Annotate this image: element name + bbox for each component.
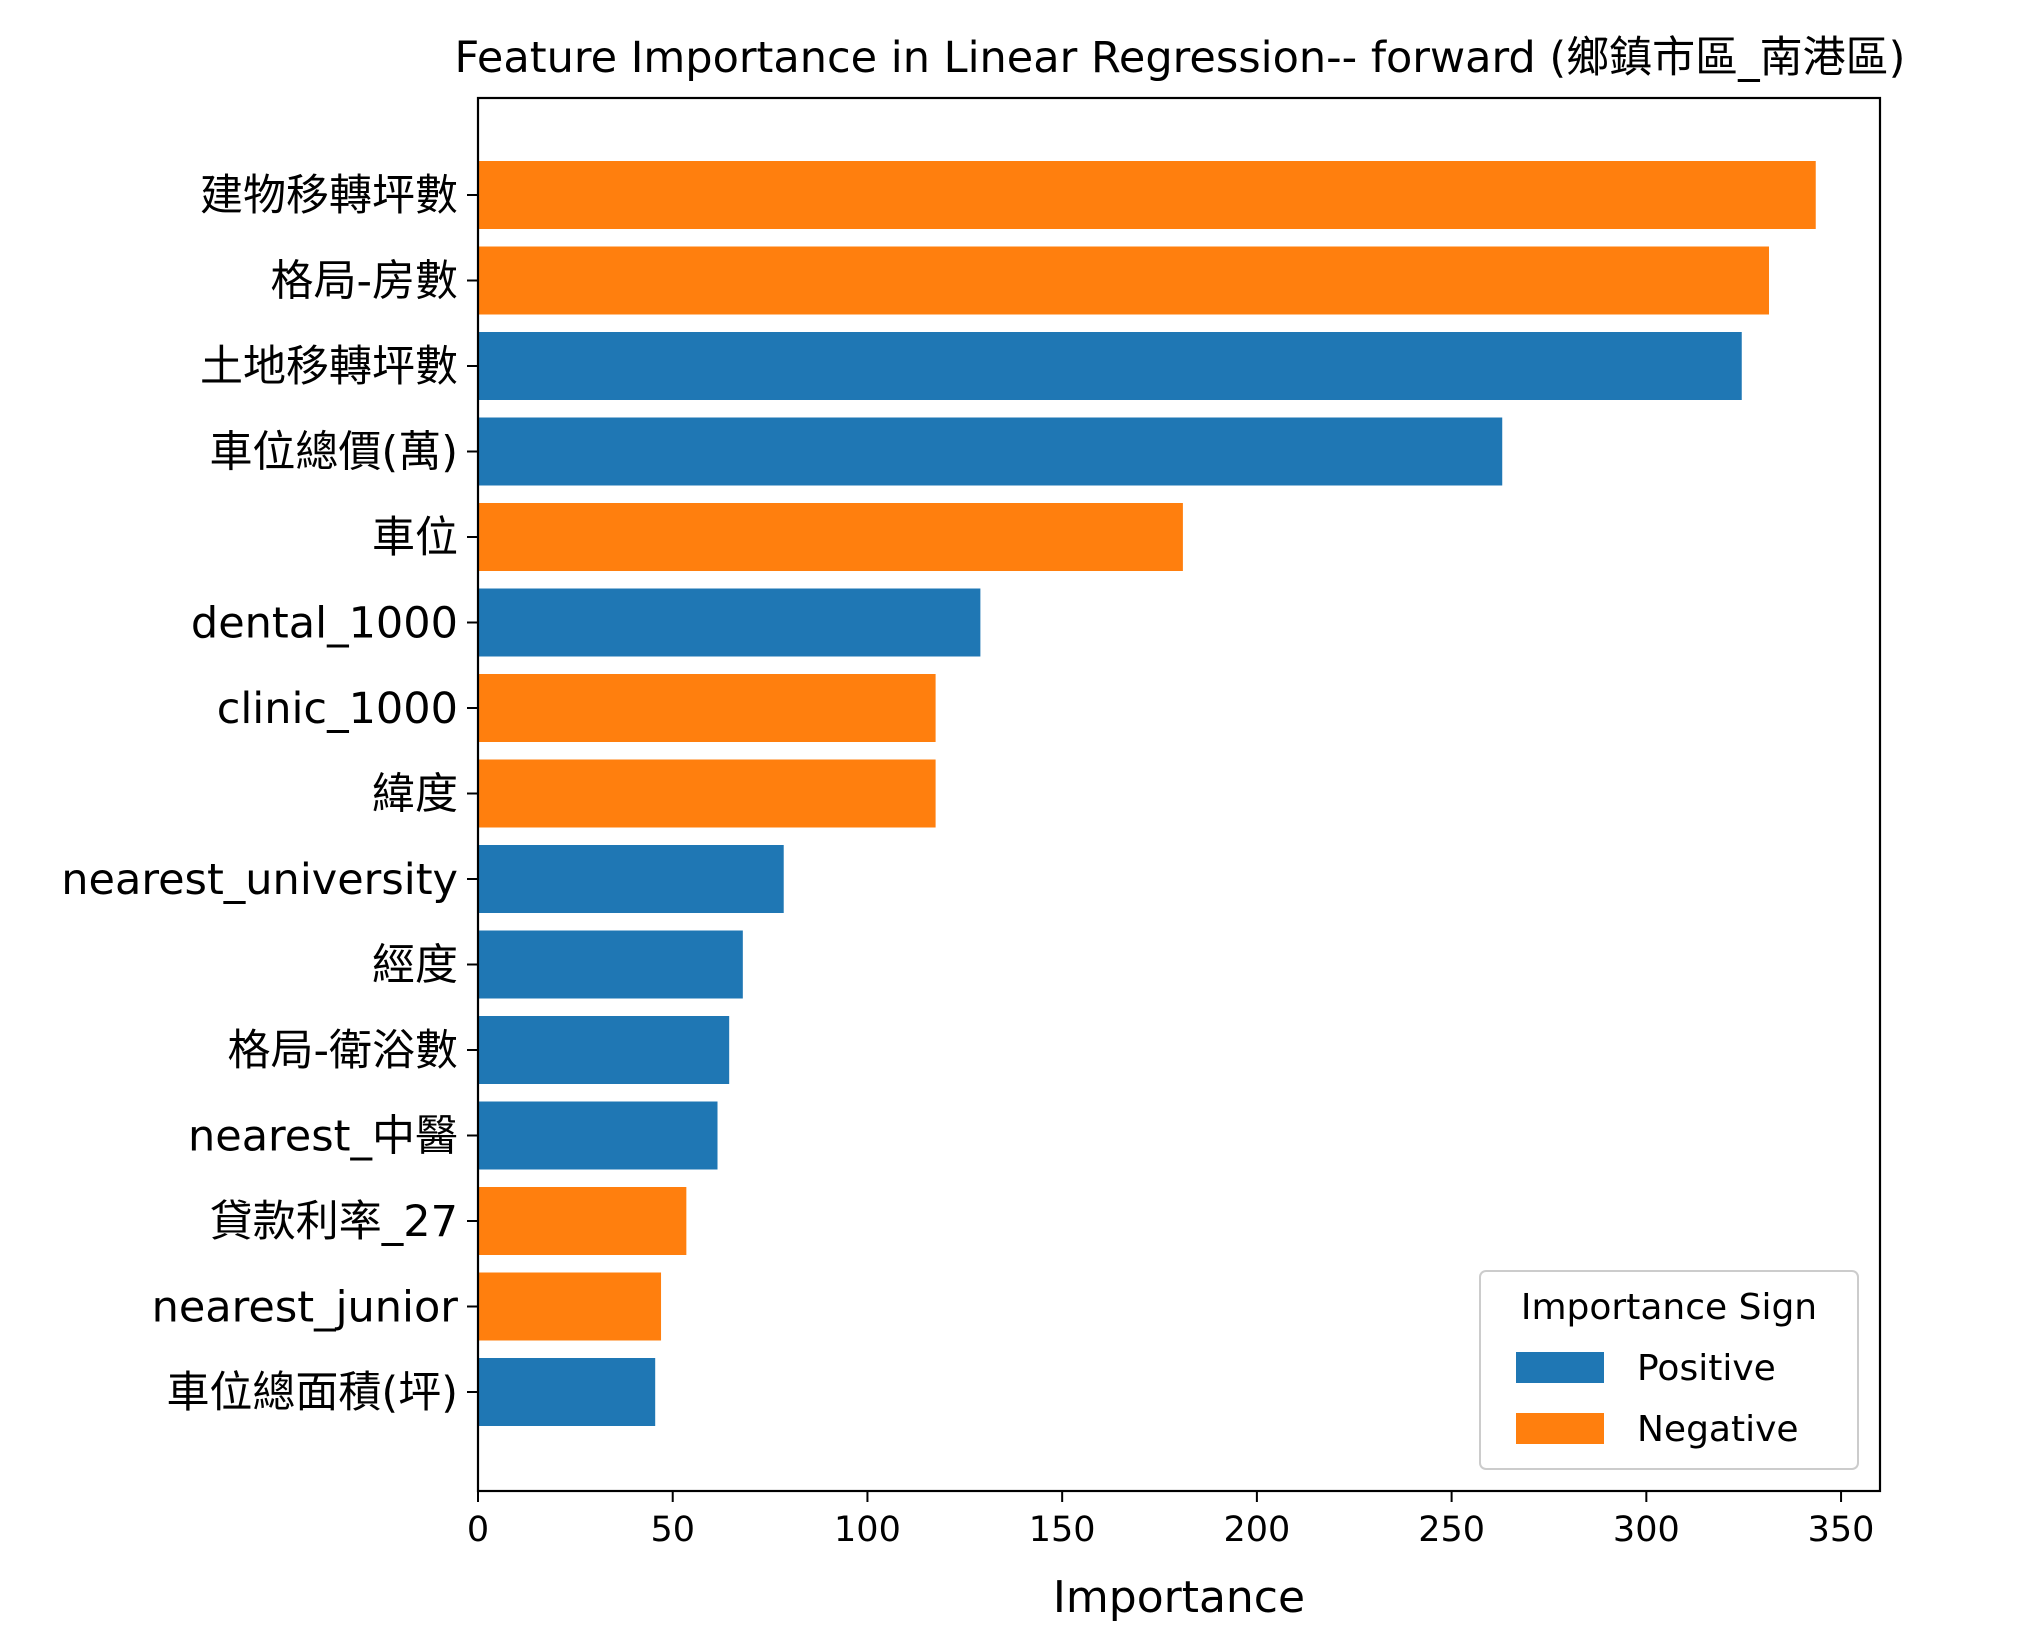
x-tick-label-150: 150 — [1029, 1510, 1096, 1550]
y-tick-label-cat-9: 經度 — [372, 941, 458, 991]
bar-nearest — [478, 1101, 718, 1170]
y-tick-label-27: 貸款利率_27 — [210, 1197, 458, 1247]
bar-cat-2 — [478, 332, 1742, 400]
x-tick-label-350: 350 — [1808, 1510, 1875, 1550]
x-tick-label-100: 100 — [834, 1510, 901, 1550]
legend-swatch-positive — [1516, 1352, 1604, 1383]
y-tick-label-cat-14: 車位總面積(坪) — [166, 1368, 458, 1418]
bar-cat-1 — [478, 246, 1770, 315]
y-tick-label-nearest-university: nearest_university — [61, 855, 458, 905]
bar-dental-1000 — [478, 588, 981, 657]
x-tick-label-200: 200 — [1223, 1510, 1290, 1550]
legend-label-positive: Positive — [1637, 1348, 1776, 1389]
bar-nearest-junior — [478, 1272, 662, 1341]
bar-cat-14 — [478, 1358, 656, 1426]
y-tick-label-nearest: nearest_中醫 — [188, 1112, 458, 1162]
x-axis-ticks: 0 50 100 150 200 250 300 350 — [467, 1491, 1875, 1550]
bar-nearest-university — [478, 845, 784, 913]
bar-clinic-1000 — [478, 674, 936, 742]
y-tick-label-cat-1: 格局-房數 — [270, 257, 458, 307]
bar-cat-10 — [478, 1016, 730, 1084]
y-tick-label-dental-1000: dental_1000 — [191, 599, 458, 649]
bars-group — [478, 161, 1816, 1426]
legend-swatch-negative — [1516, 1413, 1604, 1444]
bar-cat-0 — [478, 161, 1816, 229]
x-tick-label-50: 50 — [650, 1510, 695, 1550]
bar-cat-3 — [478, 417, 1503, 486]
y-tick-label-nearest-junior: nearest_junior — [152, 1283, 459, 1333]
bar-cat-7 — [478, 759, 936, 828]
y-tick-label-cat-2: 土地移轉坪數 — [200, 342, 458, 392]
bar-27 — [478, 1187, 687, 1255]
plot-frame — [476, 96, 1882, 1493]
x-tick-label-0: 0 — [467, 1510, 489, 1550]
bar-cat-4 — [478, 503, 1183, 571]
x-tick-label-300: 300 — [1613, 1510, 1680, 1550]
chart-title: Feature Importance in Linear Regression-… — [455, 33, 1906, 83]
legend-label-negative: Negative — [1637, 1409, 1799, 1450]
bar-cat-9 — [478, 930, 743, 999]
legend: Importance Sign Positive Negative — [1479, 1270, 1859, 1470]
y-tick-label-cat-3: 車位總價(萬) — [209, 428, 458, 478]
y-tick-label-cat-0: 建物移轉坪數 — [200, 171, 458, 221]
x-axis-label: Importance — [1053, 1572, 1305, 1623]
x-tick-label-250: 250 — [1418, 1510, 1485, 1550]
y-tick-label-cat-7: 緯度 — [372, 770, 458, 820]
y-tick-label-clinic-1000: clinic_1000 — [217, 684, 458, 734]
y-tick-label-cat-10: 格局-衛浴數 — [227, 1026, 458, 1076]
legend-title: Importance Sign — [1521, 1287, 1817, 1328]
y-tick-label-cat-4: 車位 — [372, 513, 458, 563]
